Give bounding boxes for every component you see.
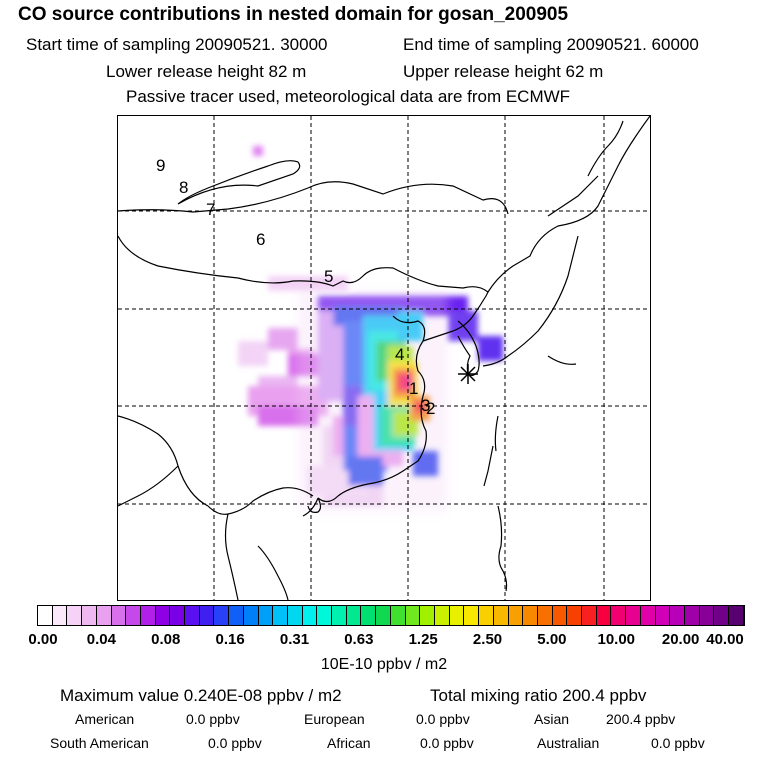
colorbar-swatch [52, 606, 68, 625]
colorbar-swatch [655, 606, 671, 625]
colorbar-swatch [140, 606, 156, 625]
colorbar-swatch [464, 606, 480, 625]
colorbar-swatch [111, 606, 127, 625]
map-panel: 1 2 3 4 5 6 7 8 9 [117, 115, 651, 601]
colorbar-swatch [273, 606, 288, 625]
trajectory-label-2: 2 [426, 399, 435, 418]
colorbar-swatch [302, 606, 318, 625]
colorbar-swatch [317, 606, 333, 625]
colorbar-swatch [714, 606, 730, 625]
african-label: African [327, 735, 371, 751]
colorbar-swatch [626, 606, 641, 625]
european-label: European [304, 711, 365, 727]
start-time: Start time of sampling 20090521. 30000 [26, 35, 328, 54]
colorbar-swatch [67, 606, 83, 625]
colorbar-swatch [243, 606, 259, 625]
trajectory-labels: 1 2 3 4 5 6 7 8 9 [156, 156, 435, 418]
trajectory-label-1: 1 [409, 379, 418, 398]
australian-value: 0.0 ppbv [651, 735, 705, 751]
colorbar-swatch [82, 606, 97, 625]
colorbar-swatch [582, 606, 597, 625]
colorbar-swatch [376, 606, 391, 625]
colorbar-swatch [229, 606, 244, 625]
colorbar-tick-label: 2.50 [472, 631, 503, 648]
tracer-note: Passive tracer used, meteorological data… [126, 87, 571, 106]
trajectory-label-8: 8 [179, 178, 188, 197]
colorbar-swatch [523, 606, 538, 625]
lower-release-height: Lower release height 82 m [106, 62, 307, 81]
colorbar-tick-label: 20.00 [661, 631, 700, 648]
maximum-value: Maximum value 0.240E-08 ppbv / m2 [60, 686, 342, 705]
upper-release-height: Upper release height 62 m [403, 62, 604, 81]
australian-label: Australian [537, 735, 600, 751]
colorbar-swatch [493, 606, 509, 625]
colorbar-swatch [214, 606, 230, 625]
colorbar-swatch [552, 606, 568, 625]
south-american-value: 0.0 ppbv [208, 735, 262, 751]
colorbar-tick-label: 1.25 [408, 631, 438, 648]
colorbar-swatch [361, 606, 377, 625]
trajectory-label-9: 9 [156, 156, 165, 175]
colorbar-swatch [258, 606, 274, 625]
colorbar-tick-label: 40.00 [706, 631, 744, 648]
colorbar-swatch [170, 606, 186, 625]
colorbar-units: 10E-10 ppbv / m2 [320, 656, 448, 673]
colorbar-swatch [537, 606, 553, 625]
figure-title: CO source contributions in nested domain… [18, 4, 569, 25]
trajectory-label-7: 7 [206, 200, 215, 219]
colorbar-tick-label: 0.04 [86, 631, 116, 648]
colorbar-swatch [640, 606, 656, 625]
african-value: 0.0 ppbv [420, 735, 474, 751]
colorbar-swatch [96, 606, 112, 625]
map-svg: 1 2 3 4 5 6 7 8 9 [117, 115, 651, 601]
colorbar-swatch [346, 606, 362, 625]
colorbar-swatch [479, 606, 494, 625]
total-mixing-ratio: Total mixing ratio 200.4 ppbv [430, 686, 647, 705]
colorbar-tick-label: 10.00 [597, 631, 636, 648]
colorbar-tick-label: 0.16 [215, 631, 245, 648]
colorbar-swatch [699, 606, 715, 625]
american-label: American [75, 711, 135, 727]
colorbar-swatch [405, 606, 421, 625]
end-time: End time of sampling 20090521. 60000 [403, 35, 699, 54]
colorbar-swatch [434, 606, 450, 625]
colorbar-swatch [729, 606, 744, 625]
colorbar-swatch [508, 606, 524, 625]
colorbar-swatch [126, 606, 141, 625]
colorbar-swatch [155, 606, 171, 625]
asian-value: 200.4 ppbv [606, 711, 676, 727]
colorbar-swatch [611, 606, 627, 625]
colorbar-swatch [420, 606, 435, 625]
colorbar-swatch [332, 606, 347, 625]
colorbar-swatch [390, 606, 406, 625]
trajectory-label-3: 3 [421, 396, 430, 415]
colorbar-tick-label: 0.00 [28, 631, 58, 648]
coastlines [117, 115, 651, 601]
american-value: 0.0 ppbv [186, 711, 240, 727]
colorbar-tick-label: 0.63 [344, 631, 374, 648]
asian-label: Asian [534, 711, 570, 727]
south-american-label: South American [50, 735, 149, 751]
european-value: 0.0 ppbv [416, 711, 470, 727]
trajectory-label-5: 5 [324, 267, 333, 286]
colorbar-swatch [287, 606, 303, 625]
trajectory-label-4: 4 [395, 345, 404, 364]
colorbar-swatch [449, 606, 465, 625]
colorbar-swatch [38, 606, 53, 625]
colorbar-tick-label: 5.00 [537, 631, 567, 648]
concentration-halo [298, 291, 448, 511]
trajectory-label-6: 6 [256, 230, 265, 249]
receptor-marker [458, 364, 478, 384]
colorbar [37, 605, 745, 626]
colorbar-tick-label: 0.31 [279, 631, 310, 648]
colorbar-swatch [670, 606, 685, 625]
colorbar-swatch [199, 606, 215, 625]
colorbar-swatch [185, 606, 200, 625]
colorbar-swatch [567, 606, 583, 625]
colorbar-swatch [684, 606, 700, 625]
grid-lines [118, 116, 650, 600]
colorbar-swatch [596, 606, 612, 625]
colorbar-tick-label: 0.08 [151, 631, 181, 648]
